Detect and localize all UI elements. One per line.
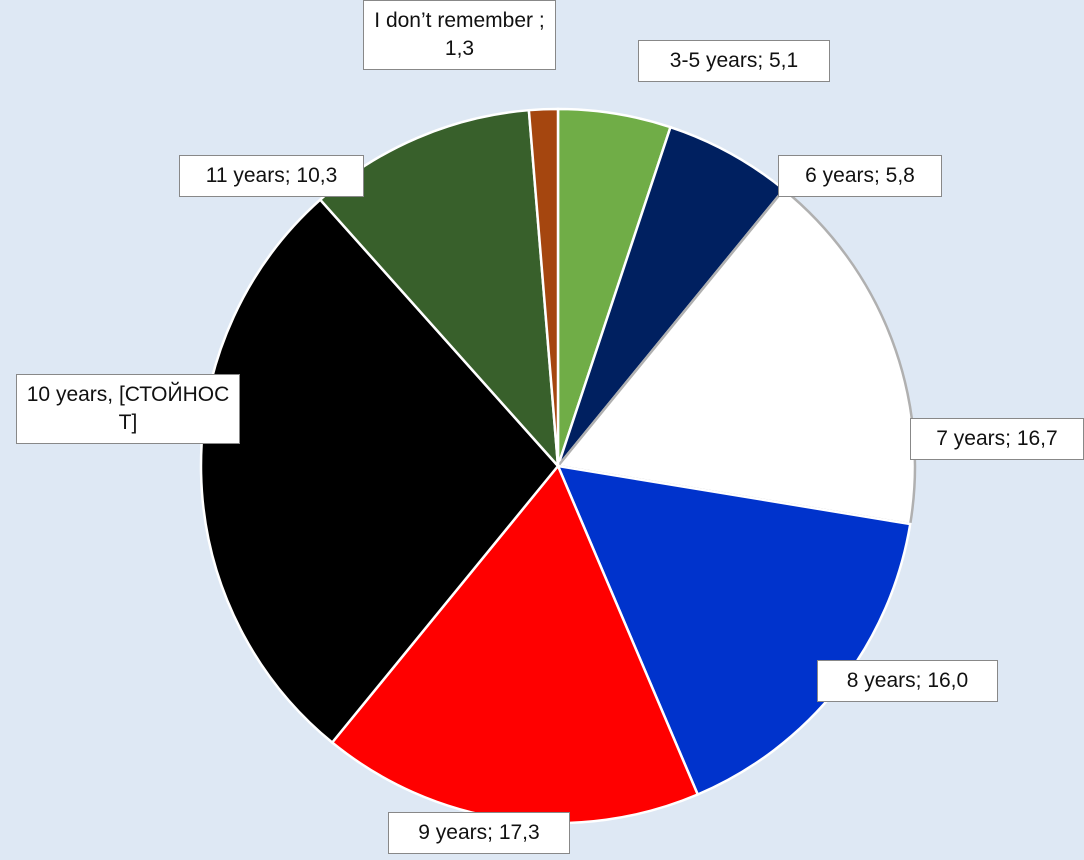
label-separator: ; bbox=[533, 9, 551, 32]
label-value: 16,0 bbox=[927, 669, 969, 692]
pie-slice bbox=[199, 197, 560, 745]
label-value: 5,8 bbox=[885, 164, 915, 187]
label-separator: ; bbox=[284, 164, 297, 187]
label-value: 16,7 bbox=[1016, 427, 1058, 450]
data-label: 3-5 years; 5,1 bbox=[638, 40, 830, 82]
label-category: 3-5 years bbox=[669, 49, 758, 72]
label-category: 10 years bbox=[26, 383, 108, 406]
data-label: I don’t remember ; 1,3 bbox=[363, 0, 556, 70]
label-separator: ; bbox=[1005, 427, 1017, 450]
label-separator: ; bbox=[757, 49, 769, 72]
label-category: 9 years bbox=[418, 821, 488, 844]
pie-slice bbox=[527, 107, 560, 467]
data-label: 9 years; 17,3 bbox=[388, 812, 570, 854]
label-value: [СТОЙНОСТ] bbox=[118, 383, 230, 434]
label-category: I don’t remember bbox=[374, 9, 534, 32]
label-category: 7 years bbox=[936, 427, 1006, 450]
label-separator: , bbox=[107, 383, 119, 406]
data-label: 8 years; 16,0 bbox=[817, 660, 998, 702]
label-separator: ; bbox=[487, 821, 499, 844]
data-label: 7 years; 16,7 bbox=[910, 418, 1084, 460]
pie-slice bbox=[555, 187, 917, 526]
data-label: 11 years; 10,3 bbox=[179, 155, 364, 197]
data-label: 6 years; 5,8 bbox=[778, 155, 942, 197]
label-value: 5,1 bbox=[769, 49, 799, 72]
label-category: 6 years bbox=[805, 164, 874, 187]
label-category: 8 years bbox=[846, 669, 916, 692]
label-value: 1,3 bbox=[444, 37, 475, 60]
label-value: 10,3 bbox=[296, 164, 338, 187]
label-separator: ; bbox=[874, 164, 886, 187]
label-category: 11 years bbox=[205, 164, 285, 187]
data-label: 10 years, [СТОЙНОСТ] bbox=[16, 374, 240, 444]
label-value: 17,3 bbox=[498, 821, 540, 844]
label-separator: ; bbox=[915, 669, 928, 692]
